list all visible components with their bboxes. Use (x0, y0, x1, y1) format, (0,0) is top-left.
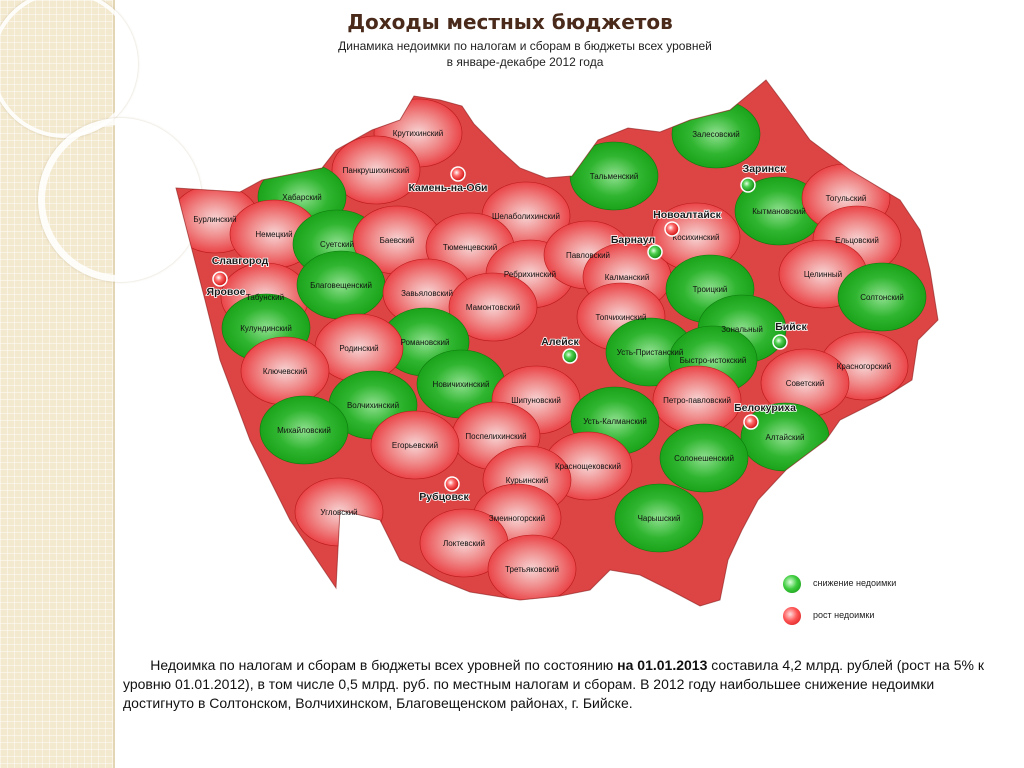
altai-krai-map: Крутихинский Панкрушихинский Хабарский Б… (175, 79, 939, 607)
district-label-krasnogorsky: Красногорский (837, 362, 892, 371)
district-label-zmeinogorsky: Змеиногорский (489, 514, 545, 523)
city-marker-zarinsk (740, 177, 756, 193)
district-label-krutikhinsky: Крутихинский (393, 129, 443, 138)
district-area (331, 135, 421, 205)
summary-date: на 01.01.2013 (617, 657, 708, 673)
city-label-kamen-na-obi: Камень-на-Оби (408, 182, 487, 194)
subtitle-line-1: Динамика недоимки по налогам и сборам в … (338, 39, 712, 53)
district-label-shelabolikhinsky: Шелаболихинский (492, 212, 560, 221)
district-label-topchikhinsky: Топчихинский (595, 313, 646, 322)
district-label-krasnoshchekovsky: Краснощековский (555, 462, 621, 471)
district-area (370, 410, 460, 480)
district-label-soloneshensky: Солонешенский (674, 454, 734, 463)
district-label-pavlovsky: Павловский (566, 251, 610, 260)
district-label-uglovsky: Угловский (320, 508, 357, 517)
city-label-aleysk: Алейск (541, 336, 579, 348)
district-label-blagoveshchensky: Благовещенский (310, 281, 372, 290)
city-marker-aleysk (562, 348, 578, 364)
district-label-ust-pristansky: Усть-Пристанский (617, 348, 684, 357)
city-label-belokurikha: Белокуриха (734, 402, 796, 414)
city-label-rubtsovsk: Рубцовск (419, 491, 469, 503)
district-blobs (176, 98, 927, 604)
city-label-biysk: Бийск (775, 321, 807, 333)
district-label-bystroistoksky: Быстро-истокский (680, 356, 747, 365)
city-label-novoaltaysk: Новоалтайск (653, 209, 722, 221)
district-label-khabarsky: Хабарский (282, 193, 322, 202)
district-label-tretyakovsky: Третьяковский (505, 565, 559, 574)
district-label-kalmansky: Калманский (605, 273, 650, 282)
district-labels: Крутихинский Панкрушихинский Хабарский Б… (193, 129, 903, 574)
district-area (659, 423, 749, 493)
district-label-talmensky: Тальменский (590, 172, 639, 181)
district-label-zonalny: Зональный (721, 325, 763, 334)
district-label-loktevsky: Локтевский (443, 539, 485, 548)
district-label-ust-kalmansky: Усть-Калманский (583, 417, 647, 426)
district-area (837, 262, 927, 332)
legend-item-increase: рост недоимки (783, 607, 943, 627)
district-label-kytmanovsky: Кытмановский (752, 207, 806, 216)
city-label-yarovoe: Яровое (207, 286, 246, 298)
page-subtitle: Динамика недоимки по налогам и сборам в … (290, 38, 760, 70)
district-label-soltonsky: Солтонский (860, 293, 904, 302)
district-label-eltsovsky: Ельцовский (835, 236, 879, 245)
city-marker-kamen-na-obi (450, 166, 466, 182)
district-label-kosikhinsky: Косихинский (673, 233, 720, 242)
subtitle-line-2: в январе-декабре 2012 года (446, 55, 604, 69)
district-label-petropavlovsky: Петро-павловский (663, 396, 731, 405)
district-label-sovetsky: Советский (786, 379, 825, 388)
city-label-barnaul: Барнаул (611, 234, 655, 246)
city-marker-rubtsovsk (444, 476, 460, 492)
district-label-burlinsky: Бурлинский (193, 215, 236, 224)
district-label-altaisky: Алтайский (766, 433, 805, 442)
summary-paragraph: Недоимка по налогам и сборам в бюджеты в… (123, 656, 993, 713)
district-area (448, 272, 538, 342)
district-label-shipunovsky: Шипуновский (511, 396, 561, 405)
legend-decrease-label: снижение недоимки (813, 578, 897, 588)
city-marker-biysk (772, 334, 788, 350)
district-label-volchikhinsky: Волчихинский (347, 401, 399, 410)
district-label-mikhailovsky: Михайловский (277, 426, 331, 435)
city-markers (212, 166, 788, 492)
district-label-charyshsky: Чарышский (638, 514, 681, 523)
city-marker-slavgorod (212, 271, 228, 287)
district-label-novichikhinsky: Новичихинский (433, 380, 490, 389)
district-label-klyuchevsky: Ключевский (263, 367, 307, 376)
district-label-togulsky: Тогульский (826, 194, 867, 203)
district-label-suetsky: Суетский (320, 240, 354, 249)
district-label-pospelikhinsky: Поспелихинский (465, 432, 526, 441)
district-label-kulundinsky: Кулундинский (240, 324, 292, 333)
legend-red-dot-icon (783, 607, 801, 625)
district-label-tabunsky: Табунский (246, 293, 284, 302)
district-label-tyumentsevsky: Тюменцевский (443, 243, 497, 252)
district-label-troitsky: Троицкий (693, 285, 728, 294)
city-marker-belokurikha (743, 414, 759, 430)
legend-increase-label: рост недоимки (813, 610, 875, 620)
district-label-nemetsky: Немецкий (255, 230, 292, 239)
city-labels: Камень-на-Оби Заринск Новоалтайск Барнау… (206, 162, 809, 504)
district-label-romanovsky: Романовский (401, 338, 450, 347)
district-label-zavyalovsky: Завьяловский (401, 289, 453, 298)
summary-text-2: составила 4,2 млрд. рублей (рост на 5% к… (123, 657, 984, 711)
city-label-zarinsk: Заринск (743, 163, 786, 175)
district-label-baevsky: Баевский (380, 236, 415, 245)
legend-green-dot-icon (783, 575, 801, 593)
district-label-tselinny: Целинный (804, 270, 842, 279)
district-label-kuryinsky: Курьинский (506, 476, 549, 485)
summary-text-1: Недоимка по налогам и сборам в бюджеты в… (150, 657, 618, 673)
district-label-zalesovsky: Залесовский (692, 130, 740, 139)
district-label-rebrikhinsky: Ребрихинский (504, 270, 556, 279)
district-label-mamontovsky: Мамонтовский (466, 303, 520, 312)
city-marker-novoaltaysk (664, 221, 680, 237)
district-area (259, 395, 349, 465)
district-label-egoryevsky: Егорьевский (392, 441, 438, 450)
page-title: Доходы местных бюджетов (347, 10, 673, 34)
district-area (614, 483, 704, 553)
legend-item-decrease: снижение недоимки (783, 575, 943, 595)
district-label-pankrushikhinsky: Панкрушихинский (343, 166, 410, 175)
city-marker-barnaul (647, 244, 663, 260)
district-label-rodinsky: Родинский (339, 344, 378, 353)
side-band-edge (113, 0, 115, 768)
city-label-slavgorod: Славгород (212, 255, 269, 267)
